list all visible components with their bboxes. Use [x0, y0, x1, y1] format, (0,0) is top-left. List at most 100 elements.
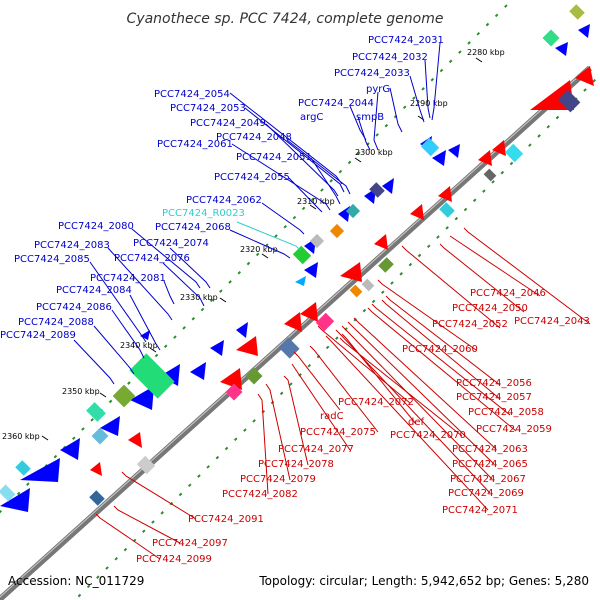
- feature-block: [483, 168, 497, 182]
- feature-block: [91, 427, 109, 445]
- feature-block: [245, 367, 263, 385]
- feature-block: [504, 143, 524, 163]
- tick-label: 2340 kbp: [120, 341, 158, 350]
- forward-gene: [295, 276, 306, 286]
- gene-label: PCC7424_2083: [34, 240, 110, 251]
- gene-label: PCC7424_2079: [240, 474, 316, 485]
- reverse-features: [89, 89, 581, 506]
- forward-gene: [432, 150, 446, 166]
- feature-block: [439, 202, 455, 218]
- reverse-gene: [374, 234, 388, 250]
- tick-label: 2360 kbp: [2, 432, 40, 441]
- feature-block: [0, 484, 16, 502]
- feature-block: [329, 223, 345, 239]
- forward-gene: [130, 386, 154, 410]
- forward-gene: [140, 330, 150, 340]
- feature-block: [129, 353, 175, 399]
- forward-leaders: [73, 42, 441, 385]
- forward-gene: [382, 178, 394, 194]
- gene-label: PCC7424_2074: [133, 238, 209, 249]
- summary-text: Topology: circular; Length: 5,942,652 bp…: [258, 574, 589, 588]
- reverse-gene: [575, 66, 594, 86]
- gene-label: PCC7424_2043: [514, 316, 590, 327]
- reverse-gene: [236, 336, 258, 356]
- gene-label: PCC7424_2052: [432, 319, 508, 330]
- gene-label: PCC7424_2031: [368, 35, 444, 46]
- gene-label: PCC7424_2086: [36, 302, 112, 313]
- forward-gene: [100, 416, 120, 436]
- forward-gene: [338, 206, 350, 222]
- forward-gene: [190, 362, 206, 380]
- feature-block: [309, 233, 325, 249]
- feature-block: [86, 402, 106, 422]
- feature-block: [136, 455, 156, 475]
- gene-label: PCC7424_2077: [278, 444, 354, 455]
- tick-label: 2280 kbp: [467, 48, 505, 57]
- gene-label: PCC7424_2054: [154, 89, 230, 100]
- gene-label: PCC7424_2081: [90, 273, 166, 284]
- forward-gene: [60, 438, 80, 460]
- gene-label: PCC7424_2050: [452, 303, 528, 314]
- tick-label: 2350 kbp: [62, 387, 100, 396]
- forward-genes: [0, 24, 590, 512]
- gene-label: PCC7424_2097: [152, 538, 228, 549]
- forward-gene: [210, 340, 224, 356]
- forward-gene: [304, 262, 318, 278]
- gene-label: PCC7424_2063: [452, 444, 528, 455]
- gene-label: PCC7424_2082: [222, 489, 298, 500]
- feature-block: [569, 4, 585, 20]
- gene-label: PCC7424_2084: [56, 285, 132, 296]
- gene-label: PCC7424_2061: [157, 139, 233, 150]
- reverse-labels: PCC7424_2046 PCC7424_2050 PCC7424_2052 P…: [136, 288, 590, 565]
- gene-label: PCC7424_2070: [390, 430, 466, 441]
- inner-gc-track: [73, 73, 600, 600]
- gene-label: smpB: [356, 112, 384, 123]
- feature-block: [112, 384, 136, 408]
- gene-label: radC: [320, 411, 344, 422]
- gene-label: PCC7424_2058: [468, 407, 544, 418]
- gene-label: PCC7424_2072: [338, 397, 414, 408]
- forward-gene: [160, 364, 180, 386]
- feature-block: [361, 278, 375, 292]
- gene-label: PCC7424_2078: [258, 459, 334, 470]
- gene-label: PCC7424_2055: [214, 172, 290, 183]
- gene-label: def: [408, 417, 425, 428]
- gene-label: PCC7424_2068: [155, 222, 231, 233]
- feature-block: [557, 89, 581, 113]
- feature-block: [345, 203, 361, 219]
- gene-label: PCC7424_2053: [170, 103, 246, 114]
- gene-label: PCC7424_2065: [452, 459, 528, 470]
- gene-label: PCC7424_2080: [58, 221, 134, 232]
- gene-label: PCC7424_2048: [216, 132, 292, 143]
- gene-label: PCC7424_2044: [298, 98, 374, 109]
- gene-label: PCC7424_2032: [352, 52, 428, 63]
- feature-block: [349, 284, 363, 298]
- gene-label: PCC7424_2060: [402, 344, 478, 355]
- gene-label: PCC7424_2099: [136, 554, 212, 565]
- map-title: Cyanothece sp. PCC 7424, complete genome: [127, 11, 444, 27]
- reverse-gene: [284, 312, 302, 332]
- gene-label: PCC7424_2049: [190, 118, 266, 129]
- gene-label: PCC7424_2091: [188, 514, 264, 525]
- reverse-gene: [90, 462, 102, 476]
- gene-label: PCC7424_2033: [334, 68, 410, 79]
- gene-label: PCC7424_2088: [18, 317, 94, 328]
- forward-features: [0, 4, 585, 502]
- gene-label: PCC7424_2076: [114, 253, 190, 264]
- feature-block: [225, 383, 243, 401]
- reverse-gene: [492, 140, 506, 156]
- forward-labels: PCC7424_2031 PCC7424_2032 PCC7424_2033 p…: [0, 35, 444, 341]
- gene-label: PCC7424_2067: [450, 474, 526, 485]
- gene-label: PCC7424_2051: [236, 152, 312, 163]
- gene-label: PCC7424_2046: [470, 288, 546, 299]
- reverse-gene: [300, 302, 318, 322]
- reverse-gene: [128, 432, 142, 448]
- gene-label: argC: [300, 112, 323, 123]
- gene-label: PCC7424_2062: [186, 195, 262, 206]
- gene-label: PCC7424_2075: [300, 427, 376, 438]
- tick-label: 2310 kbp: [297, 197, 335, 206]
- reverse-gene: [340, 262, 362, 282]
- feature-block: [89, 490, 105, 506]
- feature-block: [542, 29, 560, 47]
